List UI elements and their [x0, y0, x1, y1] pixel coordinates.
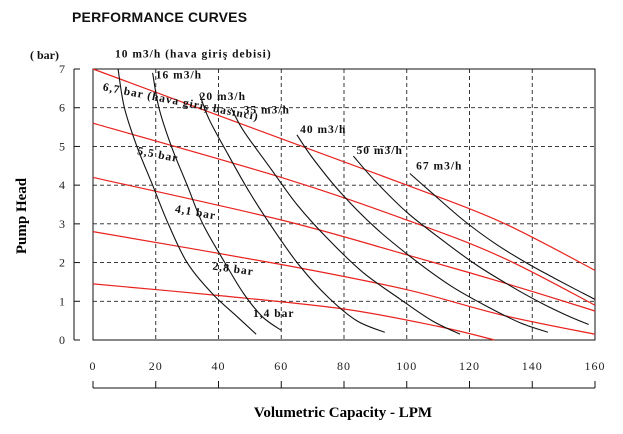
- curve-label: 10 m3/h (hava giriş debisi): [115, 48, 272, 60]
- x-tick-label: 20: [149, 359, 163, 373]
- tick-labels: 0 1 2 3 4 5 6 7 0 20 40 60 80 100 120 140 160: [59, 62, 606, 373]
- page-title: PERFORMANCE CURVES: [72, 9, 248, 25]
- x-tick-label: 0: [90, 359, 97, 373]
- air-pressure-curve: [92, 283, 495, 341]
- air-flow-curve: [199, 94, 386, 333]
- air-flow-curve: [152, 72, 282, 331]
- air-flow-curve: [352, 155, 589, 326]
- x-tick-label: 160: [585, 359, 606, 373]
- curve-label: 67 m3/h: [416, 161, 462, 173]
- air-flow-curve: [296, 134, 549, 333]
- air-flow-curve: [409, 173, 596, 300]
- y-tick-label: 2: [59, 256, 66, 270]
- x-tick-label: 80: [337, 359, 351, 373]
- curve-label: 40 m3/h: [300, 124, 346, 136]
- y-tick-label: 3: [59, 217, 66, 231]
- y-tick-label: 5: [59, 139, 66, 153]
- x-tick-label: 60: [274, 359, 288, 373]
- y-tick-label: 0: [59, 333, 66, 347]
- axes: [73, 68, 596, 389]
- x-tick-label: 120: [459, 359, 480, 373]
- y-tick-label: 4: [59, 178, 66, 192]
- curve-label: 2,8 bar: [212, 261, 255, 279]
- plot-frame: [92, 68, 596, 341]
- y-axis-title: Pump Head: [14, 177, 30, 254]
- x-tick-label: 40: [212, 359, 226, 373]
- air-pressure-curve: [92, 176, 596, 312]
- air-pressure-curves: [92, 68, 596, 341]
- air-flow-curve: [117, 68, 257, 335]
- curve-label: 50 m3/h: [357, 145, 403, 157]
- air-pressure-curve: [92, 122, 596, 306]
- air-flow-curves: [117, 68, 596, 335]
- y-axis-unit: ( bar): [30, 48, 59, 62]
- x-tick-label: 100: [396, 359, 417, 373]
- curve-label: 16 m3/h: [156, 70, 202, 82]
- air-pressure-curve: [92, 231, 596, 335]
- air-pressure-curve: [92, 68, 596, 271]
- x-axis-title: Volumetric Capacity - LPM: [254, 405, 432, 421]
- y-tick-label: 6: [59, 101, 66, 115]
- curve-label: 4,1 bar: [174, 203, 217, 222]
- air-flow-curve: [230, 107, 461, 335]
- x-tick-label: 140: [522, 359, 543, 373]
- grid-lines: [93, 68, 595, 340]
- curve-label: 1,4 bar: [253, 308, 295, 320]
- curve-label: 20 m3/h: [200, 91, 246, 103]
- curve-label: 35 m3/h: [244, 105, 290, 117]
- y-tick-label: 7: [59, 62, 66, 76]
- y-tick-label: 1: [59, 294, 66, 308]
